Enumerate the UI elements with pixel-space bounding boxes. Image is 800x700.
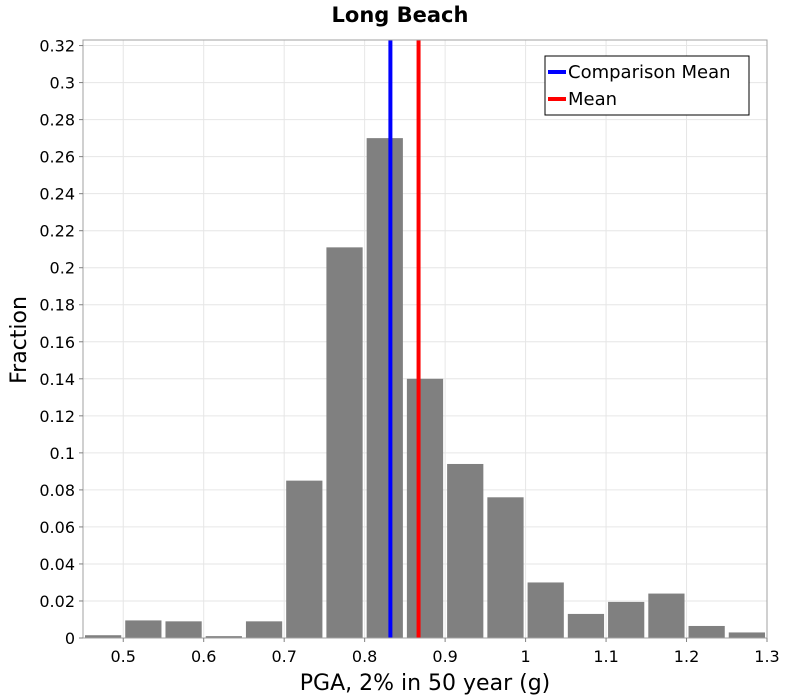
chart-title: Long Beach (332, 3, 469, 27)
y-tick-label-4: 0.08 (39, 481, 75, 500)
legend: Comparison Mean Mean (544, 55, 750, 116)
histogram-bar-2 (165, 621, 202, 638)
y-tick-label-12: 0.24 (39, 185, 75, 204)
histogram-bar-14 (648, 593, 685, 638)
histogram-bar-13 (608, 601, 645, 638)
histogram-bar-10 (487, 497, 524, 638)
histogram-bar-5 (286, 480, 323, 638)
x-tick-label-0: 0.5 (111, 647, 136, 666)
x-tick-label-8: 1.3 (754, 647, 779, 666)
histogram-bar-4 (245, 621, 283, 638)
histogram-bar-12 (567, 613, 605, 638)
y-tick-label-11: 0.22 (39, 222, 75, 241)
x-tick-label-6: 1.1 (593, 647, 618, 666)
histogram-bar-16 (728, 632, 765, 638)
y-tick-label-10: 0.2 (50, 259, 75, 278)
x-tick-label-5: 1 (520, 647, 530, 666)
histogram-bars (85, 138, 765, 639)
histogram-bar-3 (205, 636, 242, 638)
histogram-bar-6 (326, 247, 363, 639)
y-tick-label-7: 0.14 (39, 370, 75, 389)
plot-frame (82, 39, 768, 639)
y-tick-label-6: 0.12 (39, 407, 75, 426)
y-tick-label-1: 0.02 (39, 592, 75, 611)
legend-label-1: Mean (568, 89, 617, 110)
y-tick-label-16: 0.32 (39, 37, 75, 56)
legend-box (544, 55, 750, 116)
x-tick-label-7: 1.2 (674, 647, 699, 666)
y-tick-label-15: 0.3 (50, 74, 75, 93)
histogram-bar-9 (447, 463, 484, 638)
y-tick-label-3: 0.06 (39, 518, 75, 537)
x-tick-label-3: 0.8 (352, 647, 377, 666)
x-axis-ticks: 0.5 0.6 0.7 0.8 0.9 1 1.1 1.2 1.3 (111, 638, 780, 666)
histogram-bar-8 (406, 378, 444, 638)
histogram-bar-1 (125, 620, 162, 638)
legend-label-0: Comparison Mean (568, 62, 731, 83)
histogram-bar-7 (366, 138, 403, 638)
y-tick-label-13: 0.26 (39, 148, 75, 167)
x-tick-label-2: 0.7 (271, 647, 296, 666)
histogram-bar-11 (527, 582, 564, 638)
mean-lines (388, 40, 421, 638)
x-tick-label-4: 0.9 (432, 647, 457, 666)
y-tick-label-9: 0.18 (39, 296, 75, 315)
y-axis-label: Fraction (7, 296, 32, 384)
x-tick-label-1: 0.6 (191, 647, 216, 666)
y-tick-label-5: 0.1 (50, 444, 75, 463)
y-tick-label-0: 0 (65, 629, 75, 648)
y-axis-ticks: 0 0.02 0.04 0.06 0.08 0.1 0.12 0.14 0.16 0.18 0.2 0… (39, 37, 83, 648)
histogram-bar-0 (85, 635, 122, 638)
y-tick-label-14: 0.28 (39, 111, 75, 130)
x-axis-label: PGA, 2% in 50 year (g) (300, 671, 551, 696)
y-tick-label-2: 0.04 (39, 555, 75, 574)
histogram-bar-15 (688, 625, 725, 638)
y-tick-label-8: 0.16 (39, 333, 75, 352)
